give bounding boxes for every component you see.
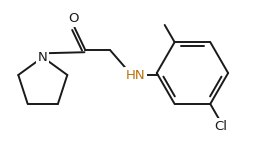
Text: O: O <box>68 12 79 25</box>
Text: HN: HN <box>126 69 146 82</box>
Text: N: N <box>38 51 48 64</box>
Text: Cl: Cl <box>215 120 228 133</box>
